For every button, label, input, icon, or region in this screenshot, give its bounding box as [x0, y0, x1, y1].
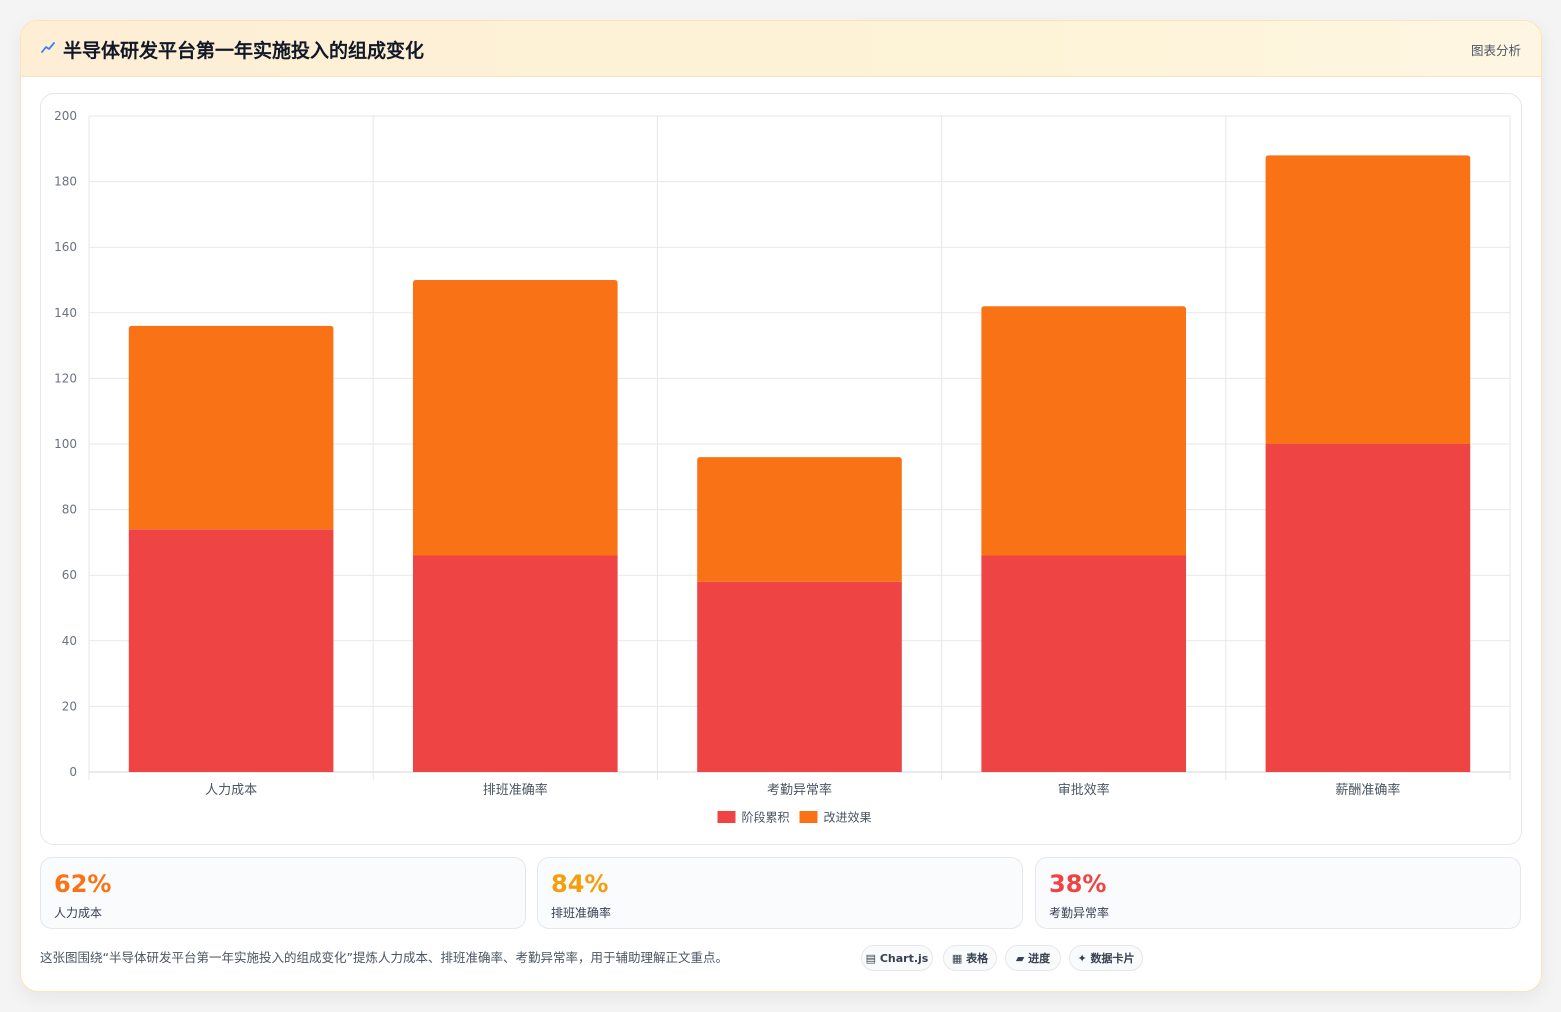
bar-segment: [981, 306, 1187, 556]
bar-segment: [412, 280, 618, 556]
stat-card-attendance-anomaly: 38% 考勤异常率: [1035, 857, 1521, 929]
stat-value: 84%: [551, 870, 609, 898]
y-tick-label: 200: [54, 109, 77, 123]
y-tick-label: 40: [62, 634, 77, 648]
bar-segment: [697, 581, 902, 772]
x-tick-label: 排班准确率: [483, 782, 548, 798]
y-tick-label: 100: [54, 437, 77, 451]
bar-segment: [1265, 444, 1471, 772]
legend-swatch: [799, 811, 818, 823]
x-tick-label: 薪酬准确率: [1335, 782, 1400, 798]
y-tick-label: 160: [54, 240, 77, 254]
bar-segment: [128, 529, 334, 772]
stat-card-labor-cost: 62% 人力成本: [40, 857, 526, 929]
chart-card: 半导体研发平台第一年实施投入的组成变化 图表分析 0 20 40 60 80 100 120…: [20, 20, 1542, 992]
y-tick-label: 140: [54, 306, 77, 320]
card-header: 半导体研发平台第一年实施投入的组成变化 图表分析: [21, 21, 1541, 77]
legend-label: 改进效果: [824, 810, 872, 825]
trend-line-icon: [41, 42, 55, 53]
bar-segment: [412, 555, 618, 772]
chartjs-chip[interactable]: ▤ Chart.js: [861, 945, 933, 971]
y-tick-label: 20: [62, 699, 77, 713]
stat-value: 38%: [1049, 870, 1107, 898]
stat-label: 人力成本: [54, 906, 103, 920]
stat-card-scheduling-accuracy: 84% 排班准确率: [537, 857, 1023, 929]
y-tick-label: 60: [62, 568, 77, 582]
chart-description: 这张图围绕“半导体研发平台第一年实施投入的组成变化”提炼人力成本、排班准确率、考…: [40, 950, 728, 965]
bar-segment: [1265, 155, 1471, 445]
legend-swatch: [717, 811, 736, 823]
x-tick-label: 考勤异常率: [767, 782, 832, 798]
bar-segment: [697, 457, 902, 582]
bar-segment: [981, 555, 1187, 772]
stat-cards: 62% 人力成本 84% 排班准确率 38% 考勤异常率: [40, 857, 1522, 929]
bar-segment: [128, 325, 334, 530]
data-card-chip[interactable]: ✦ 数据卡片: [1069, 945, 1143, 971]
page-title: 半导体研发平台第一年实施投入的组成变化: [63, 40, 425, 62]
stat-value: 62%: [54, 870, 112, 898]
stat-label: 排班准确率: [551, 906, 612, 920]
chart-container: 0 20 40 60 80 100 120 140 160 180 200 人力成本 排班准确率 考勤异常…: [40, 93, 1522, 845]
stat-label: 考勤异常率: [1049, 906, 1110, 920]
stacked-bar-chart: 0 20 40 60 80 100 120 140 160 180 200 人力成本 排班准确率 考勤异常…: [54, 109, 1511, 825]
y-tick-label: 80: [62, 503, 77, 517]
table-chip[interactable]: ▦ 表格: [943, 945, 997, 971]
progress-chip[interactable]: ▰ 进度: [1005, 945, 1061, 971]
y-tick-label: 120: [54, 371, 77, 385]
chart-analysis-tag: 图表分析: [1470, 43, 1521, 58]
x-tick-label: 审批效率: [1058, 782, 1110, 798]
y-tick-label: 180: [54, 175, 77, 189]
legend-label: 阶段累积: [742, 810, 790, 825]
y-tick-label: 0: [69, 765, 77, 779]
x-tick-label: 人力成本: [205, 783, 257, 798]
